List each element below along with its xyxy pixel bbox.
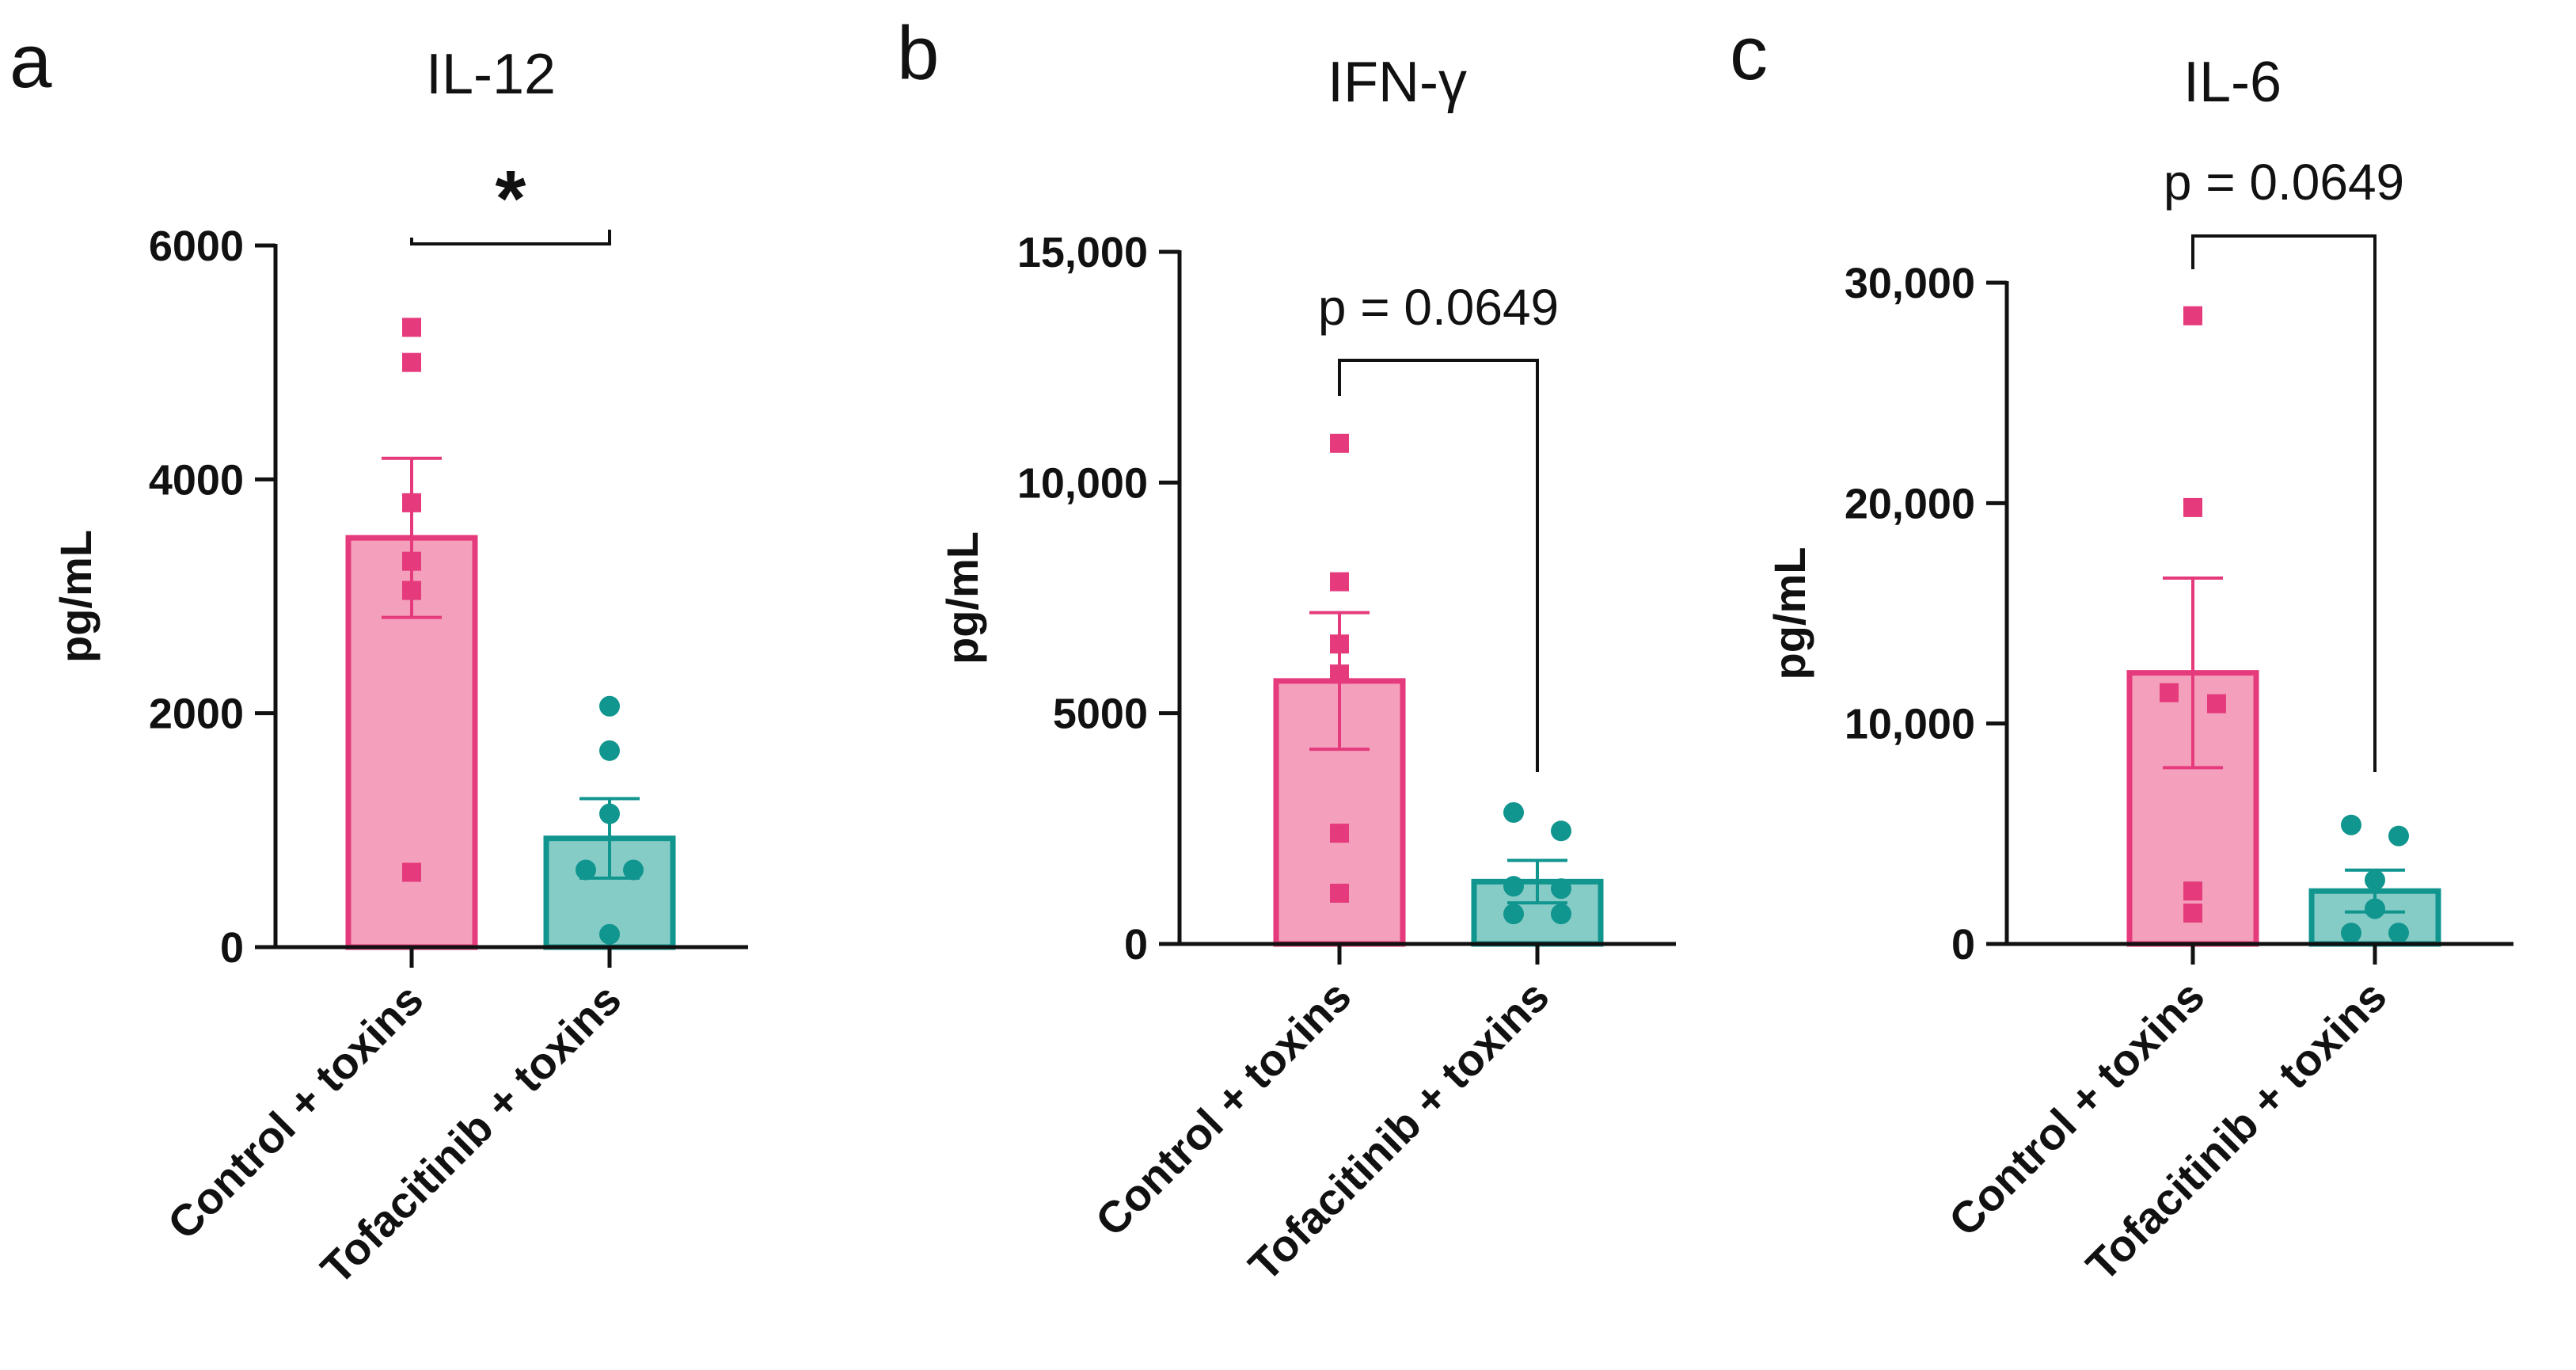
data-point	[402, 493, 421, 512]
chart-title: IL-6	[2183, 51, 2282, 114]
y-tick-label: 10,000	[1017, 459, 1148, 507]
data-point	[1503, 904, 1524, 925]
panel-letter: b	[897, 11, 939, 96]
y-tick-label: 15,000	[1017, 229, 1148, 276]
y-tick-label: 6000	[149, 223, 244, 270]
data-point	[599, 695, 620, 717]
data-point	[2388, 825, 2409, 847]
data-point	[1330, 572, 1349, 592]
data-point	[2341, 923, 2361, 944]
data-point	[1551, 904, 1571, 925]
x-tick-label: Tofacitinib + toxins	[2076, 971, 2396, 1291]
data-point	[402, 318, 421, 337]
data-point	[576, 859, 596, 881]
data-point	[599, 803, 620, 824]
y-tick-label: 30,000	[1845, 260, 1975, 307]
significance-bracket	[2191, 234, 2377, 772]
y-tick-label: 0	[1124, 921, 1148, 969]
y-axis-label: pg/mL	[937, 531, 987, 664]
y-tick-label: 0	[1951, 921, 1975, 969]
data-point	[2365, 870, 2385, 891]
data-point	[2365, 898, 2385, 919]
data-point	[599, 923, 620, 945]
data-point	[599, 740, 620, 761]
data-point	[1503, 801, 1524, 823]
y-tick-label: 2000	[149, 691, 244, 738]
significance-bracket	[410, 230, 611, 245]
data-point	[2160, 683, 2179, 702]
data-point	[1330, 883, 1349, 903]
y-tick-label: 5000	[1053, 691, 1148, 738]
y-tick-label: 10,000	[1845, 701, 1975, 748]
significance-label: *	[496, 154, 526, 243]
data-point	[402, 352, 421, 372]
panel-b: b IFN-γ pg/mL Control + toxins Tofacitinib +…	[859, 0, 1718, 1370]
data-point	[1330, 433, 1349, 453]
data-point	[2183, 881, 2202, 901]
data-point	[1330, 824, 1349, 843]
data-point	[1330, 634, 1349, 654]
significance-label: p = 0.0649	[1318, 279, 1559, 336]
y-axis-label: pg/mL	[1765, 547, 1814, 680]
data-point	[1503, 876, 1524, 897]
data-point	[2388, 923, 2409, 944]
significance-label: p = 0.0649	[2164, 154, 2404, 211]
panel-c: c IL-6 pg/mL Control + toxins Tofacitinib + …	[1718, 0, 2576, 1370]
panel-letter: a	[9, 19, 52, 104]
data-point	[1330, 664, 1349, 684]
data-point	[402, 551, 421, 571]
y-tick-label: 4000	[149, 456, 244, 504]
panel-letter: c	[1730, 11, 1768, 96]
chart-title: IL-12	[426, 43, 556, 106]
significance-bracket	[1338, 359, 1539, 772]
y-tick-label: 20,000	[1845, 480, 1975, 527]
data-point	[623, 859, 644, 881]
chart-title: IFN-γ	[1328, 51, 1467, 114]
data-point	[2183, 306, 2202, 325]
data-point	[402, 580, 421, 600]
y-tick-label: 0	[220, 924, 244, 972]
data-point	[2183, 904, 2202, 923]
panel-a: a IL-12 pg/mL Control + toxins Tofacitinib +…	[0, 0, 859, 1370]
data-point	[2183, 497, 2202, 517]
y-axis-label: pg/mL	[51, 530, 101, 663]
data-point	[2207, 694, 2226, 714]
data-point	[402, 862, 421, 882]
data-point	[1551, 820, 1571, 842]
data-point	[2341, 814, 2361, 835]
data-point	[1551, 878, 1571, 900]
